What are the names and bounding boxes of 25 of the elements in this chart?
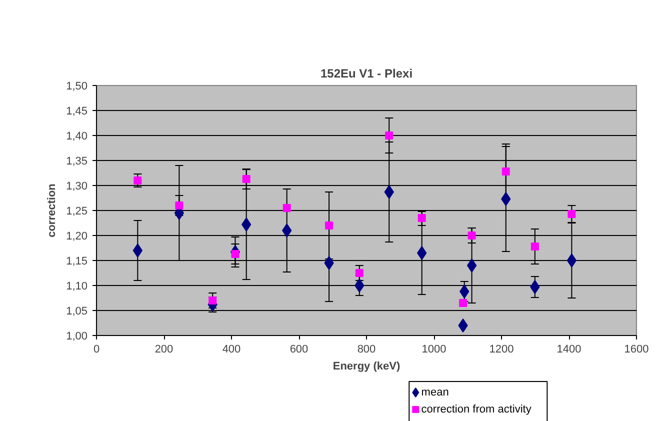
y-tick-label: 1,15 [66,256,88,268]
y-tick-label: 1,40 [66,130,88,142]
y-tick-label: 1,25 [66,206,88,218]
y-tick-label: 1,45 [66,106,88,118]
y-tick-label: 1,30 [66,180,88,192]
x-tick-label: 1000 [422,344,446,356]
y-tick-label: 1,50 [66,80,88,92]
x-tick-label: 400 [222,344,241,356]
y-tick-label: 1,00 [66,330,88,342]
y-axis-title: correction [46,183,58,238]
x-tick-label: 1600 [624,344,649,356]
legend-label: mean [421,386,449,398]
y-tick-label: 1,05 [66,306,88,318]
y-tick-label: 1,35 [66,156,88,168]
x-tick-label: 200 [154,344,174,356]
y-tick-label: 1,20 [66,230,88,242]
legend-label: correction from activity [421,404,532,416]
x-tick-label: 0 [93,344,100,356]
y-tick-label: 1,10 [66,280,88,292]
x-tick-label: 800 [357,344,376,356]
chart-title: 152Eu V1 - Plexi [320,66,413,80]
x-tick-label: 1200 [489,344,514,356]
x-axis-title: Energy (keV) [332,360,400,372]
x-tick-label: 1400 [556,344,582,356]
x-tick-label: 600 [290,344,308,356]
